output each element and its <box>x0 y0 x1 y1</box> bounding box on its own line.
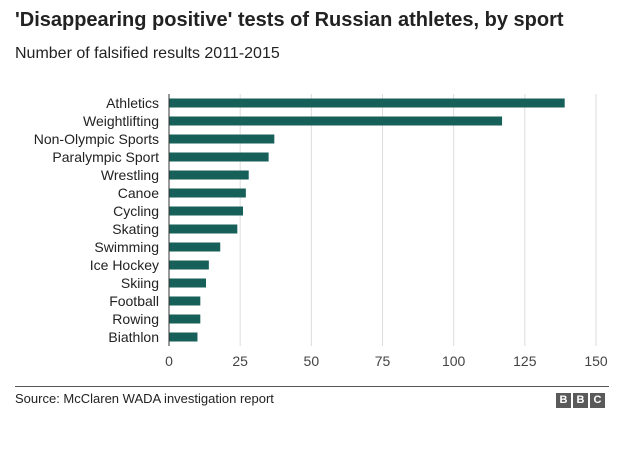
logo-letter: C <box>590 393 605 408</box>
bar <box>169 170 249 180</box>
x-tick-label: 75 <box>375 353 391 369</box>
category-label: Swimming <box>94 239 159 255</box>
bar-chart: Athletics Weightlifting Non-Olympic Sports… <box>34 94 608 369</box>
chart-subtitle: Number of falsified results 2011-2015 <box>15 45 280 62</box>
bar <box>169 260 209 270</box>
bar <box>169 296 201 306</box>
bar <box>169 206 244 216</box>
category-label: Canoe <box>118 185 159 201</box>
logo-letter: B <box>556 393 571 408</box>
category-label: Non-Olympic Sports <box>34 131 159 147</box>
footer-divider <box>15 386 609 387</box>
bar <box>169 332 198 342</box>
bar <box>169 314 201 324</box>
category-label: Cycling <box>113 203 159 219</box>
chart-title: 'Disappearing positive' tests of Russian… <box>15 9 564 31</box>
category-label: Skating <box>112 221 159 237</box>
bar <box>169 224 238 234</box>
category-label: Biathlon <box>108 329 159 345</box>
category-label: Wrestling <box>101 167 159 183</box>
category-label: Paralympic Sport <box>52 149 159 165</box>
category-label: Skiing <box>121 275 159 291</box>
source-note: Source: McClaren WADA investigation repo… <box>15 391 274 406</box>
bar <box>169 152 269 162</box>
x-tick-label: 100 <box>442 353 466 369</box>
grid-lines <box>239 94 597 346</box>
category-label: Rowing <box>112 311 159 327</box>
bar <box>169 116 503 126</box>
logo-letter: B <box>573 393 588 408</box>
x-tick-label: 150 <box>584 353 608 369</box>
bar <box>169 188 246 198</box>
x-tick-label: 125 <box>513 353 537 369</box>
category-labels: Athletics Weightlifting Non-Olympic Sports… <box>34 95 159 345</box>
bbc-logo: B B C <box>556 393 605 408</box>
x-tick-labels: 0 25 50 75 100 125 150 <box>165 353 608 369</box>
x-tick-label: 0 <box>165 353 173 369</box>
bar <box>169 98 565 108</box>
x-tick-label: 25 <box>232 353 248 369</box>
category-label: Weightlifting <box>83 113 159 129</box>
bar <box>169 278 207 288</box>
bars <box>169 98 565 342</box>
bar <box>169 242 221 252</box>
category-label: Football <box>109 293 159 309</box>
bar <box>169 134 275 144</box>
category-label: Athletics <box>106 95 159 111</box>
x-tick-label: 50 <box>304 353 320 369</box>
category-label: Ice Hockey <box>90 257 159 273</box>
